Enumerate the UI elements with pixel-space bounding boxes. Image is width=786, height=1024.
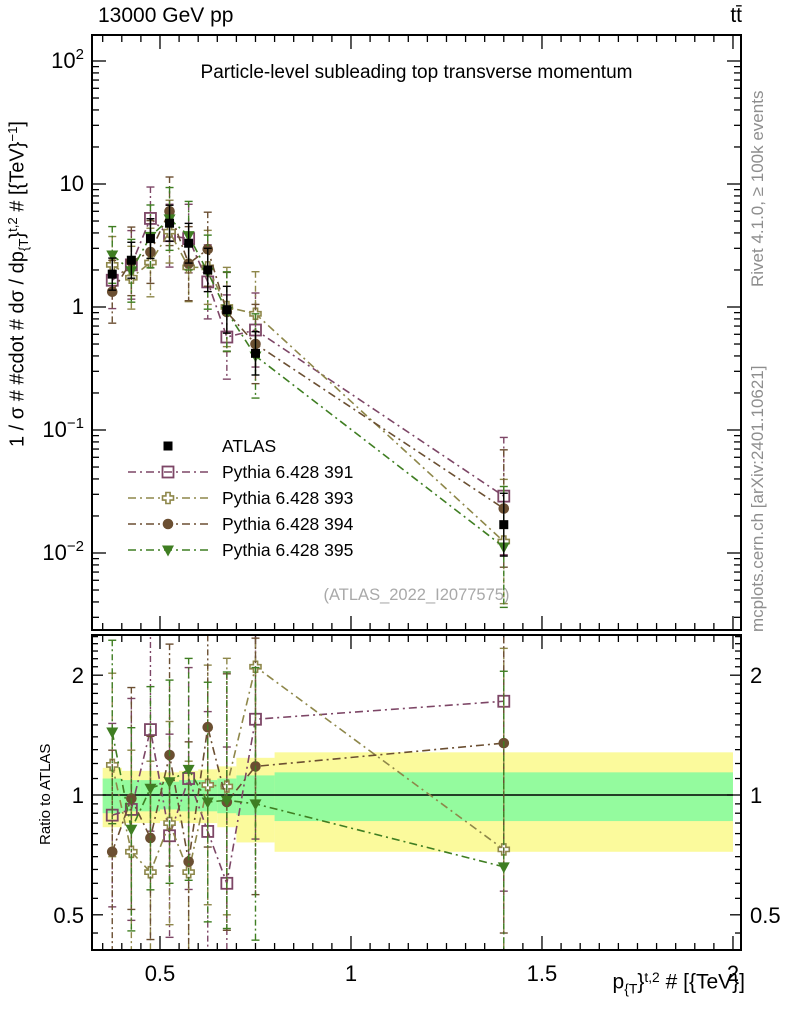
beam-energy-label: 13000 GeV pp (98, 4, 234, 27)
legend-label: Pythia 6.428 391 (222, 462, 353, 482)
axis-label-segment: t,2 (644, 969, 660, 985)
ratio-y-tick-label-right: 0.5 (750, 903, 781, 928)
data-point-pythia-6-428-395 (497, 862, 510, 874)
data-point-pythia-6-428-394 (106, 286, 118, 298)
process-label: tt̄ (730, 4, 742, 27)
data-point-pythia-6-428-395 (144, 783, 157, 795)
data-point-atlas (499, 520, 509, 530)
legend-item-pythia-6-428-395: Pythia 6.428 395 (128, 540, 353, 560)
main-panel-frame (91, 34, 742, 631)
series-line (111, 230, 505, 543)
data-point-pythia-6-428-395 (125, 824, 138, 836)
legend-marker-pythia-6-428-391 (161, 465, 175, 479)
series-ratio-pythia-6-428-395 (106, 639, 510, 950)
data-point-pythia-6-428-395 (182, 764, 195, 776)
data-point-pythia-6-428-395 (106, 250, 119, 262)
data-point-pythia-6-428-394 (145, 832, 156, 844)
tick-exponent: −2 (67, 538, 84, 555)
data-point-atlas (203, 265, 213, 275)
data-point-atlas (222, 305, 232, 315)
data-point-pythia-6-428-395 (163, 777, 176, 789)
data-point-atlas (126, 255, 136, 265)
legend-item-pythia-6-428-393: Pythia 6.428 393 (128, 488, 353, 508)
ratio-panel-frame (91, 634, 742, 951)
data-point-pythia-6-428-394 (106, 846, 118, 858)
main-y-tick-label: 10−1 (42, 415, 84, 442)
legend-label: ATLAS (222, 436, 276, 456)
legend-item-pythia-6-428-394: Pythia 6.428 394 (128, 514, 354, 534)
legend-label: Pythia 6.428 393 (222, 488, 353, 508)
series-main-atlas (107, 204, 509, 557)
ratio-y-tick-label: 0.5 (53, 903, 84, 928)
main-y-tick-label: 1 (72, 294, 84, 319)
data-point-pythia-6-428-395 (106, 727, 119, 739)
data-point-atlas (165, 218, 175, 228)
data-point-atlas (107, 269, 117, 279)
legend-marker-pythia-6-428-394 (162, 518, 174, 530)
ratio-y-tick-label: 2 (72, 663, 84, 688)
legend-label: Pythia 6.428 395 (222, 540, 353, 560)
ratio-y-tick-label-right: 2 (750, 663, 762, 688)
main-y-tick-label: 102 (51, 46, 84, 73)
data-point-atlas (145, 234, 155, 244)
legend-item-pythia-6-428-391: Pythia 6.428 391 (128, 462, 353, 482)
legend-marker-pythia-6-428-393 (161, 491, 175, 505)
series-line (111, 217, 505, 497)
legend: ATLAS Pythia 6.428 391 Pythia 6.428 393 Pyt… (128, 436, 354, 560)
axis-label-segment: } (637, 970, 645, 994)
ratio-y-tick-label-right: 1 (750, 783, 762, 808)
axis-label-segment: p (612, 970, 625, 994)
legend-label: Pythia 6.428 394 (222, 514, 354, 534)
legend-item-atlas: ATLAS (163, 436, 276, 456)
ratio-y-tick-label: 1 (72, 783, 84, 808)
x-tick-label: 1.5 (527, 961, 558, 986)
data-point-atlas (184, 238, 194, 248)
data-point-pythia-6-428-394 (183, 856, 194, 867)
main-y-tick-label: 10−2 (42, 538, 84, 565)
legend-marker-atlas (163, 441, 173, 451)
x-tick-label: 0.5 (145, 961, 176, 986)
legend-marker-pythia-6-428-395 (162, 545, 174, 557)
main-y-tick-label: 10 (60, 171, 84, 196)
data-point-pythia-6-428-395 (220, 795, 233, 807)
tick-exponent: 2 (76, 46, 84, 63)
axis-label-segment: # [{TeV}] (659, 970, 745, 994)
x-axis-label: p{T}t,2 # [{TeV}] (613, 970, 745, 996)
plot-title: Particle-level subleading top transverse… (200, 62, 633, 83)
data-point-pythia-6-428-395 (249, 799, 262, 811)
data-point-atlas (250, 348, 260, 358)
x-tick-label: 1 (345, 961, 357, 986)
tick-exponent: −1 (67, 415, 84, 432)
axis-label-segment: {T (624, 980, 638, 997)
analysis-watermark: (ATLAS_2022_I2077575) (324, 586, 510, 604)
data-point-pythia-6-428-395 (201, 797, 214, 809)
x-tick-label: 2 (727, 961, 739, 986)
